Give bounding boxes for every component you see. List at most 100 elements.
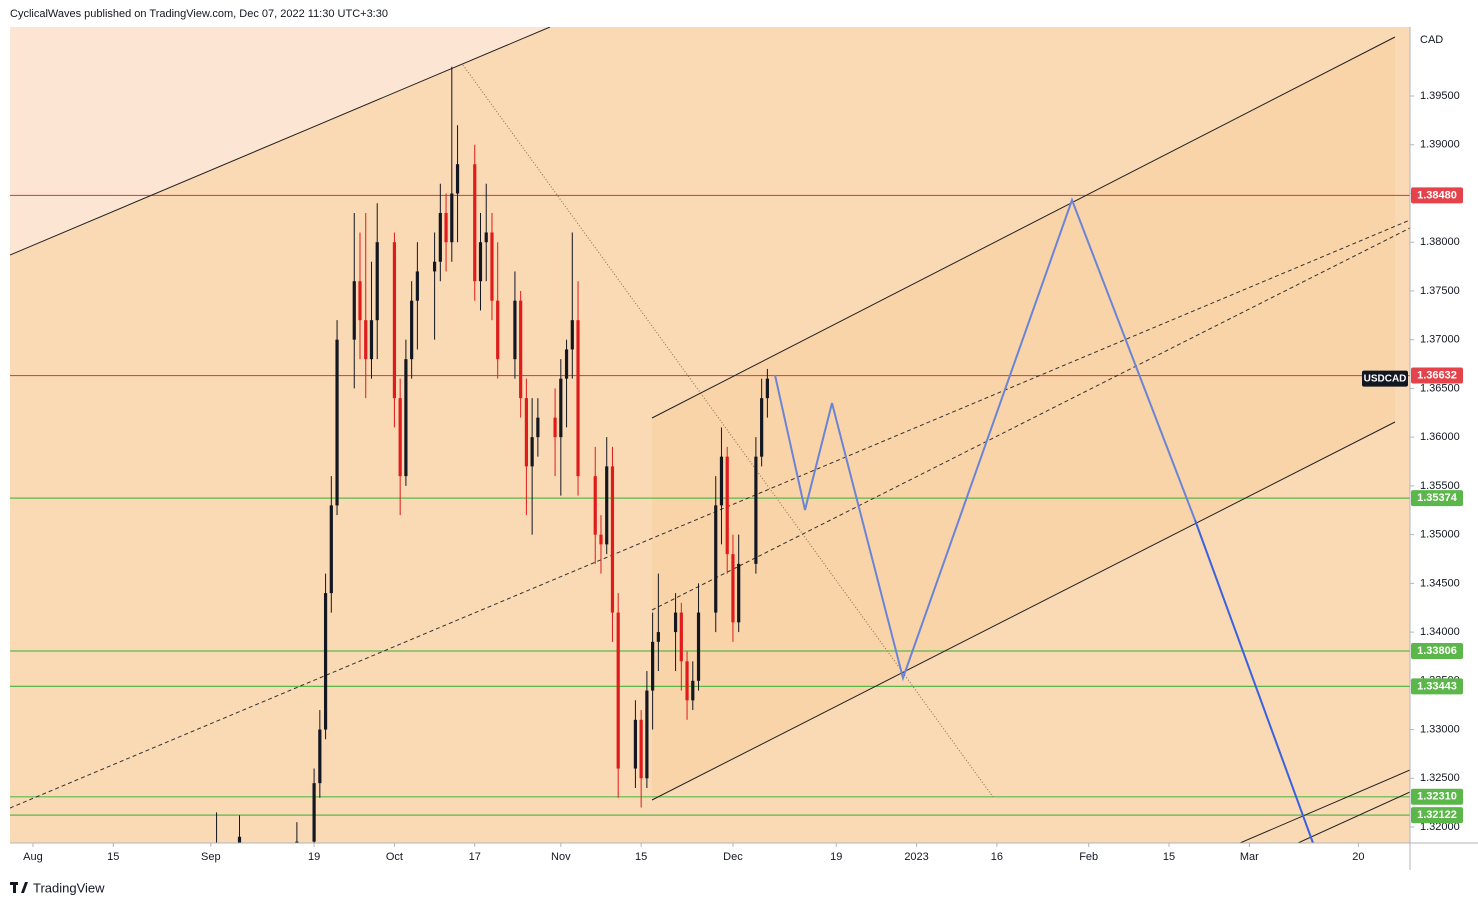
candle-body	[364, 320, 368, 360]
candle-body	[455, 164, 460, 194]
x-tick-label: 16	[991, 851, 1003, 863]
candle-body	[335, 339, 339, 506]
footer: TradingView	[33, 880, 105, 895]
level-badge	[1411, 807, 1463, 824]
candle-body	[323, 593, 328, 730]
candle-body	[599, 534, 603, 545]
y-tick-label: 1.39500	[1420, 90, 1460, 102]
x-tick-label: Nov	[551, 851, 571, 863]
candle-body	[392, 242, 397, 399]
candle-body	[639, 719, 643, 779]
candle-body	[564, 349, 569, 379]
candle-body	[645, 690, 649, 779]
candle-body	[415, 271, 419, 301]
level-label: 1.35374	[1417, 492, 1458, 504]
x-tick-label: 20	[1352, 851, 1364, 863]
y-tick-label: 1.37000	[1420, 334, 1460, 346]
y-tick-label: 1.32500	[1420, 772, 1460, 784]
candle-body	[444, 212, 448, 243]
candle-body	[352, 281, 356, 340]
level-badge	[1411, 678, 1463, 695]
candle-body	[576, 320, 580, 477]
candle-body	[473, 164, 477, 282]
candle-body	[312, 783, 316, 842]
y-tick-label: 1.36500	[1420, 382, 1460, 394]
y-tick-label: 1.34000	[1420, 626, 1460, 638]
candle-body	[593, 476, 597, 535]
candle-body	[369, 320, 374, 360]
candle-body	[375, 242, 379, 321]
channel-line	[651, 36, 1396, 419]
candle-body	[656, 632, 660, 642]
candle-body	[318, 729, 322, 784]
x-tick-label: 19	[830, 851, 842, 863]
level-label: 1.32122	[1417, 809, 1457, 821]
candle-body	[484, 232, 488, 243]
level-label: 1.32310	[1417, 791, 1457, 803]
candle-body	[616, 612, 620, 769]
candle-body	[530, 437, 534, 467]
x-tick-label: Feb	[1079, 851, 1098, 863]
x-tick-label: Oct	[386, 851, 403, 863]
level-label: 1.33806	[1417, 645, 1457, 657]
channel-line	[1297, 791, 1410, 843]
candle-body	[398, 398, 402, 477]
level-label: 1.33443	[1417, 680, 1457, 692]
level-badge	[1411, 642, 1463, 659]
level-badge	[1411, 490, 1463, 507]
candle-body	[731, 554, 735, 623]
candle-body	[691, 680, 695, 701]
x-tick-label: 15	[635, 851, 647, 863]
level-badge	[1411, 788, 1463, 805]
projection	[1194, 519, 1314, 843]
mid-line	[10, 219, 1410, 809]
candle-body	[685, 661, 689, 701]
candle-body	[450, 193, 454, 243]
y-tick-label: 1.38000	[1420, 236, 1460, 248]
candle-body	[553, 417, 557, 438]
candle-body	[570, 320, 574, 350]
x-tick-label: 15	[1163, 851, 1175, 863]
candle-body	[329, 505, 333, 594]
candle-body	[432, 261, 437, 272]
candle-body	[719, 456, 724, 506]
channel-line	[1239, 769, 1410, 843]
x-tick-label: 15	[107, 851, 119, 863]
candle-body	[295, 841, 299, 843]
candle-body	[765, 378, 769, 399]
footer-logo	[10, 882, 28, 893]
level-badge	[1411, 367, 1463, 384]
candle-body	[524, 398, 528, 467]
candle-body	[737, 563, 741, 623]
projection	[774, 197, 1196, 682]
candle-body	[760, 398, 764, 457]
y-tick-label: 1.34500	[1420, 577, 1460, 589]
x-tick-label: 2023	[904, 851, 928, 863]
candle-body	[478, 242, 483, 282]
candle-body	[725, 456, 729, 555]
candle-body	[404, 359, 408, 477]
candle-body	[696, 612, 701, 681]
currency: CAD	[1420, 34, 1443, 46]
candle-body	[496, 300, 500, 360]
y-tick-label: 1.32000	[1420, 821, 1460, 833]
mid-line	[651, 227, 1410, 611]
candle-body	[559, 378, 563, 438]
trend-line	[10, 27, 551, 256]
level-label: 1.36632	[1417, 369, 1457, 381]
candle-body	[714, 505, 718, 613]
channel-line	[651, 421, 1396, 801]
symbol-label: USDCAD	[1364, 373, 1407, 384]
y-tick-label: 1.37500	[1420, 285, 1460, 297]
candle-body	[490, 232, 494, 301]
plot-area	[10, 27, 1410, 843]
candle-body	[754, 456, 758, 564]
shade	[652, 37, 1395, 800]
candle-body	[513, 300, 517, 360]
candle-body	[605, 466, 609, 545]
candle-body	[651, 641, 655, 691]
x-tick-label: 19	[308, 851, 320, 863]
level-label: 1.38480	[1417, 189, 1457, 201]
y-tick-label: 1.35500	[1420, 480, 1460, 492]
